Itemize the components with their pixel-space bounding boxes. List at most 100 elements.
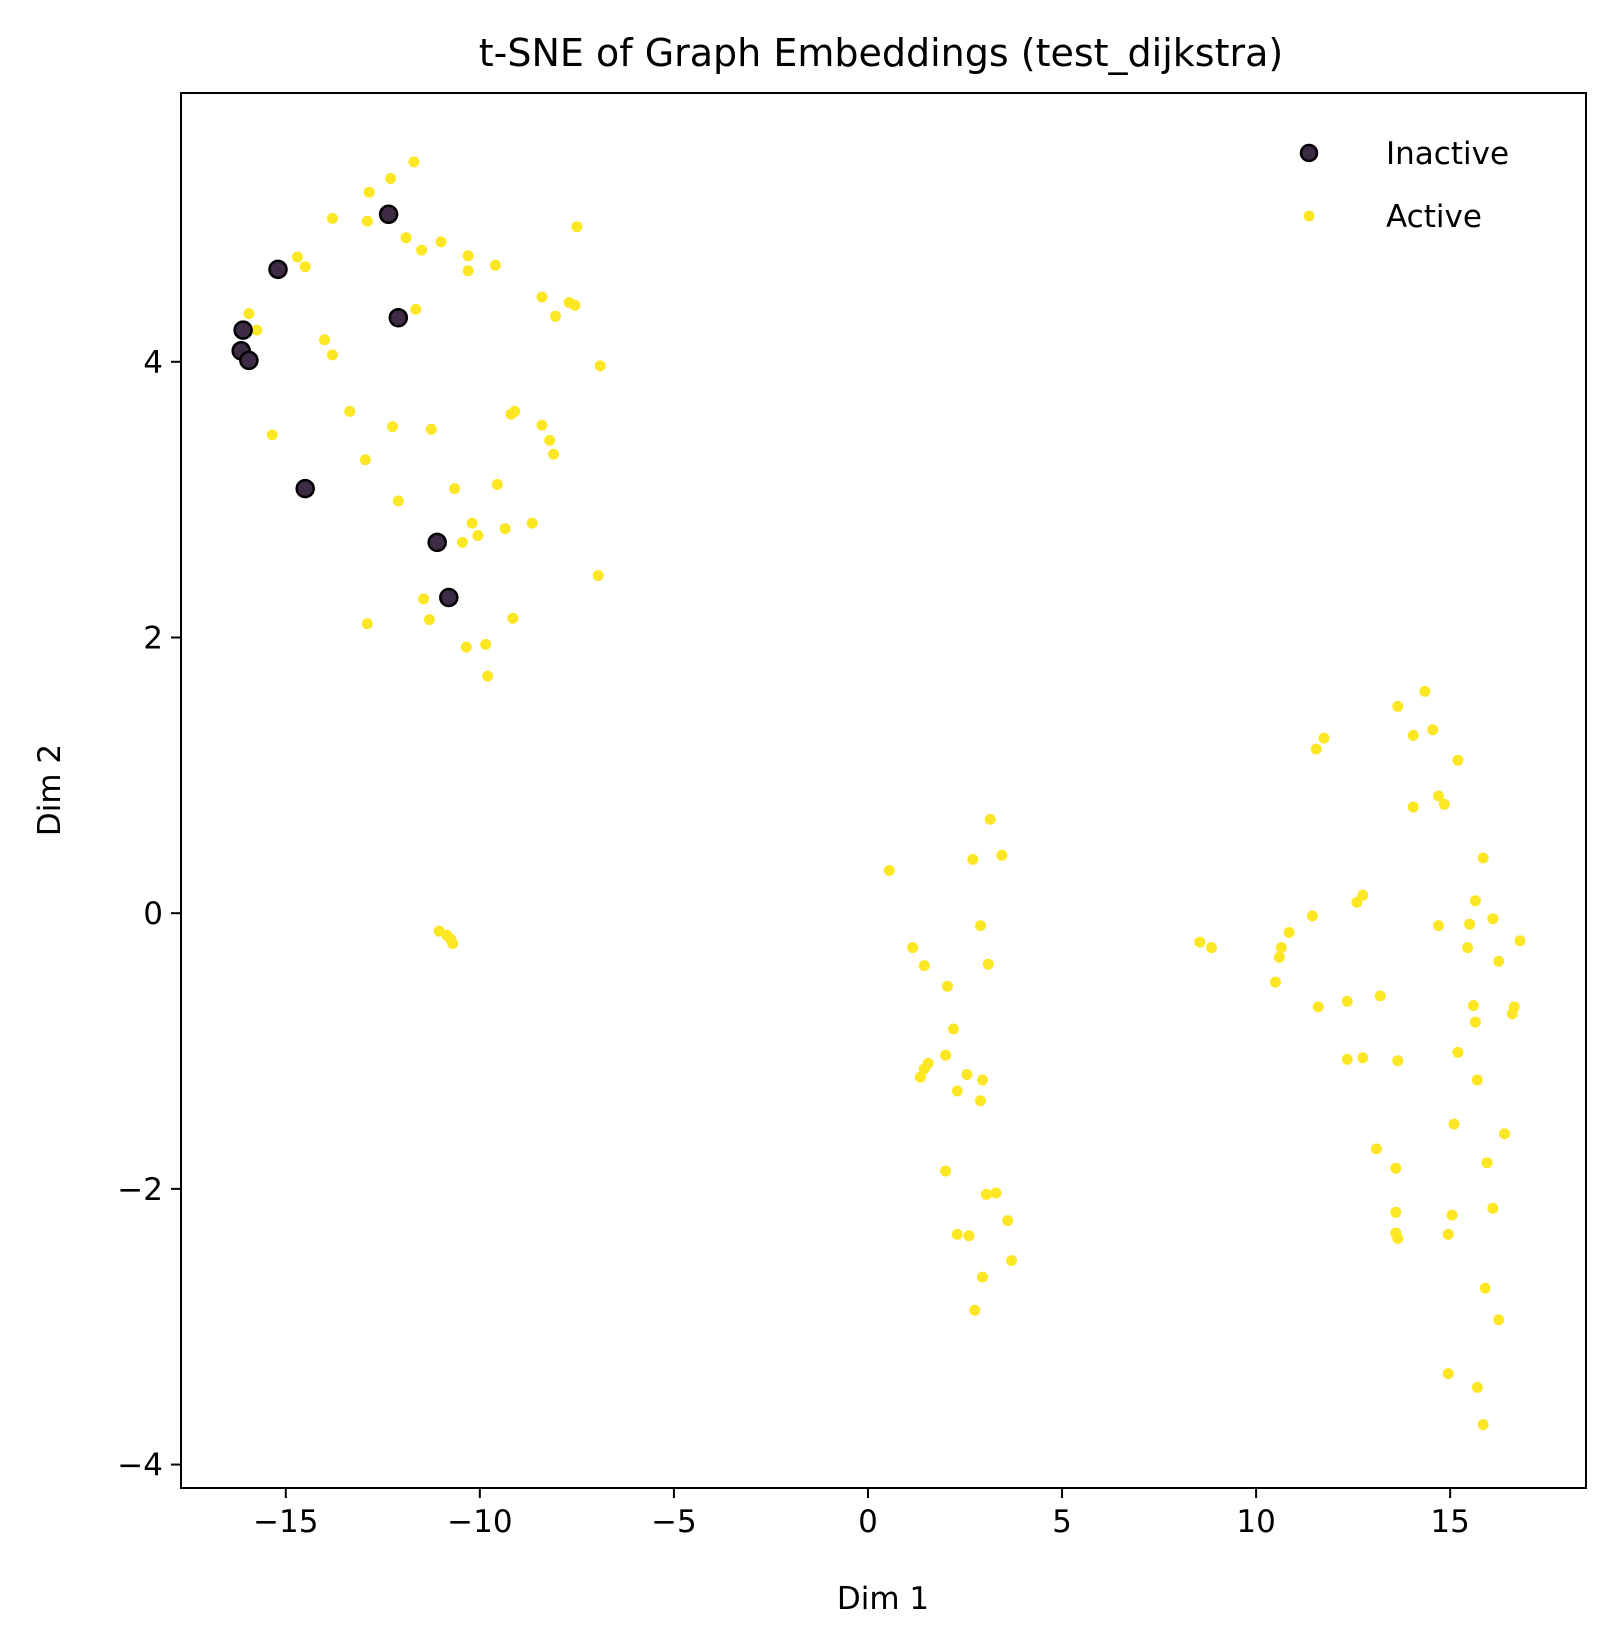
active-point xyxy=(550,310,561,322)
active-point xyxy=(1341,1053,1353,1065)
active-point xyxy=(361,215,373,227)
active-point xyxy=(410,303,422,315)
active-point xyxy=(1310,743,1322,755)
active-point xyxy=(361,618,373,630)
active-point xyxy=(385,173,397,184)
active-point xyxy=(499,523,511,535)
active-point xyxy=(435,236,447,248)
y-tick-label: 2 xyxy=(143,620,163,656)
active-point xyxy=(1514,935,1526,947)
active-point xyxy=(918,960,930,972)
active-point xyxy=(1392,1055,1404,1067)
active-point xyxy=(1002,1215,1014,1227)
active-point xyxy=(1312,1001,1324,1013)
active-point xyxy=(491,479,503,490)
inactive-point xyxy=(388,307,409,328)
x-axis-label: Dim 1 xyxy=(837,1581,929,1617)
active-point xyxy=(883,865,895,876)
active-point xyxy=(1487,1202,1499,1214)
active-point xyxy=(480,638,492,650)
active-point xyxy=(1006,1255,1018,1267)
active-point xyxy=(544,434,556,446)
active-point xyxy=(251,324,263,336)
active-point xyxy=(1442,1228,1454,1240)
active-point xyxy=(1477,852,1489,864)
active-point xyxy=(1351,896,1363,908)
active-point xyxy=(996,849,1008,861)
inactive-point xyxy=(378,204,399,225)
active-point xyxy=(425,423,437,435)
active-point xyxy=(1357,1052,1369,1064)
active-point xyxy=(1392,700,1404,712)
active-point xyxy=(571,221,583,233)
legend-label: Inactive xyxy=(1386,136,1509,172)
active-point xyxy=(1487,913,1499,925)
active-point xyxy=(951,1085,963,1097)
active-point xyxy=(1433,920,1444,932)
active-point xyxy=(592,570,604,581)
active-point xyxy=(1427,724,1439,736)
active-point xyxy=(975,1095,986,1107)
active-point xyxy=(1499,1128,1510,1140)
active-point xyxy=(942,980,953,992)
active-point xyxy=(1341,995,1353,1007)
active-point xyxy=(456,536,468,548)
inactive-point xyxy=(233,320,253,340)
active-point xyxy=(1493,955,1505,967)
active-point xyxy=(408,156,420,168)
active-point xyxy=(1493,1314,1505,1326)
y-tick-label: 0 xyxy=(143,896,163,932)
active-point xyxy=(423,614,435,626)
active-point xyxy=(907,942,919,954)
active-point xyxy=(1467,1000,1479,1011)
active-point xyxy=(984,813,996,825)
inactive-point xyxy=(427,532,447,553)
active-point xyxy=(1442,1368,1454,1380)
active-point xyxy=(462,265,474,277)
x-tick-label: 10 xyxy=(1236,1504,1275,1540)
active-point xyxy=(969,1304,981,1316)
active-point xyxy=(951,1228,963,1240)
chart-title: t-SNE of Graph Embeddings (test_dijkstra… xyxy=(479,31,1283,75)
x-axis-ticks: −15 −10 −5 0 5 10 15 xyxy=(253,1488,1470,1540)
active-point xyxy=(990,1187,1002,1199)
active-point xyxy=(1283,927,1295,938)
active-point xyxy=(1469,1016,1481,1028)
active-point xyxy=(963,1230,975,1242)
active-point xyxy=(1462,942,1474,954)
plot-area xyxy=(181,93,1586,1488)
active-point xyxy=(344,405,356,417)
active-point xyxy=(536,291,548,303)
y-axis-label: Dim 2 xyxy=(32,744,68,836)
active-point xyxy=(1206,942,1217,954)
active-point xyxy=(1374,990,1386,1002)
y-tick-label: −4 xyxy=(117,1448,163,1484)
active-point xyxy=(392,495,404,507)
active-point xyxy=(1433,790,1444,802)
active-point xyxy=(918,1063,930,1075)
active-point xyxy=(1419,685,1431,697)
active-point xyxy=(1446,1209,1458,1221)
legend-label: Active xyxy=(1386,199,1482,235)
inactive-point xyxy=(239,350,259,371)
active-point xyxy=(536,419,548,431)
active-point xyxy=(977,1271,988,1283)
active-point xyxy=(1506,1008,1518,1020)
active-point xyxy=(940,1049,952,1061)
active-point xyxy=(359,454,371,466)
active-point xyxy=(982,958,994,970)
active-point xyxy=(326,349,338,361)
active-point xyxy=(449,483,461,495)
active-point xyxy=(243,308,255,320)
active-point xyxy=(418,593,430,605)
active-point xyxy=(466,517,478,529)
active-point xyxy=(299,261,311,273)
active-point xyxy=(507,612,519,624)
x-tick-label: −10 xyxy=(447,1504,512,1540)
active-point xyxy=(291,251,303,263)
active-point xyxy=(914,1071,926,1083)
active-point xyxy=(977,1074,988,1086)
active-point xyxy=(1392,1233,1404,1244)
active-point xyxy=(975,920,986,932)
y-axis-ticks: −4 −2 0 2 4 xyxy=(117,345,181,1484)
